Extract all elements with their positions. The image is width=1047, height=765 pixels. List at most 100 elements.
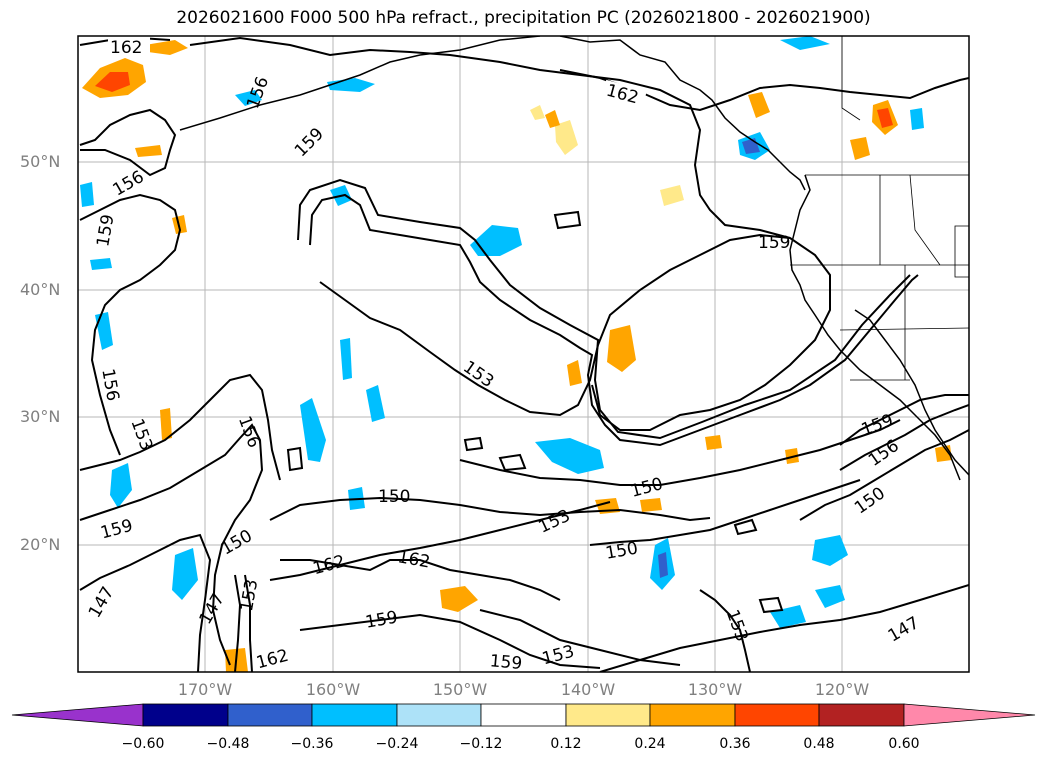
contour-159d	[299, 613, 601, 669]
lat-label: 40°N	[20, 280, 61, 299]
colorbar-tick-label: −0.60	[121, 736, 165, 752]
colorbar-extend-left	[11, 703, 144, 727]
contour-label: 162	[396, 547, 431, 572]
precip-patch	[300, 398, 326, 462]
contour-label: 150	[629, 474, 666, 502]
map-frame	[77, 35, 970, 673]
contour-147	[79, 533, 212, 672]
contour-small	[286, 446, 304, 472]
lon-label: 140°W	[560, 680, 616, 699]
precip-patch	[640, 498, 662, 512]
colorbar-segment	[311, 703, 398, 727]
precip-patch	[705, 435, 722, 450]
colorbar-extend-right	[903, 703, 1036, 727]
contour-small	[498, 453, 527, 472]
contour-153b	[234, 574, 242, 672]
contour-small	[463, 436, 484, 452]
contour-156d	[79, 373, 281, 481]
contour-153c	[244, 574, 253, 672]
lon-label: 170°W	[177, 680, 233, 699]
lon-label: 120°W	[814, 680, 870, 699]
contour-label: 159	[98, 516, 135, 544]
contour-162b	[559, 69, 969, 112]
contour-label: 156	[243, 74, 273, 111]
colorbar-tick-label: −0.12	[459, 736, 503, 752]
lat-label: 50°N	[20, 152, 61, 171]
precip-patch	[110, 463, 132, 508]
contour-label: 162	[604, 81, 641, 109]
precip-patch	[90, 258, 112, 270]
colorbar-segment	[649, 703, 736, 727]
contour-label: 150	[851, 483, 889, 518]
colorbar-tick-label: 0.24	[634, 736, 666, 752]
contour-label: 162	[254, 646, 291, 674]
precip-patch	[877, 108, 893, 128]
contour-label: 147	[85, 583, 119, 621]
precip-patch-red	[95, 72, 130, 92]
contour-150b	[459, 419, 901, 486]
colorbar-segment	[734, 703, 820, 727]
contour-label: 159	[489, 651, 523, 674]
contour-label: 153	[536, 506, 574, 538]
contour-label: 147	[196, 590, 230, 628]
precip-patch	[327, 78, 375, 92]
contour-150d	[799, 429, 969, 521]
borders	[790, 36, 969, 381]
precip-patch	[95, 312, 113, 350]
precip-patch	[530, 105, 545, 120]
contour-156	[309, 193, 919, 447]
precip-patch	[160, 408, 172, 440]
precip-patch	[235, 90, 262, 106]
contour-156f	[839, 404, 969, 471]
colorbar-segment	[818, 703, 905, 727]
precip-patch	[812, 535, 848, 566]
contour-153d	[479, 609, 681, 666]
contour-label: 150	[378, 487, 410, 507]
precip-patch	[748, 92, 770, 118]
precip-patch	[535, 438, 604, 474]
colorbar-segment	[396, 703, 482, 727]
contour-label: 159	[291, 124, 328, 161]
colorbar-tick-label: 0.48	[803, 736, 835, 752]
colorbar-tick-label: −0.36	[290, 736, 334, 752]
colorbar-tick-label: 0.12	[550, 736, 582, 752]
precip-patch	[135, 145, 162, 157]
contour-150	[79, 423, 264, 666]
contour-label: 150	[218, 526, 256, 560]
lon-label: 130°W	[687, 680, 743, 699]
contour-153	[319, 233, 831, 431]
contour-159c	[269, 496, 711, 522]
contour-150c	[589, 479, 861, 546]
precip-patch	[780, 36, 830, 50]
colorbar-tick-label: 0.36	[719, 736, 751, 752]
lon-label: 160°W	[305, 680, 361, 699]
contour-label: 153	[126, 416, 156, 453]
precip-patch	[607, 325, 636, 372]
colorbar-segment	[227, 703, 313, 727]
contour-label: 147	[885, 613, 923, 647]
colorbar-tick-label: 0.60	[888, 736, 920, 752]
contour-159e	[839, 394, 969, 446]
colorbar-tick-label: −0.24	[375, 736, 419, 752]
precip-patch	[658, 552, 668, 578]
contour-small	[758, 596, 784, 614]
gridlines	[78, 36, 969, 672]
precip-patch	[850, 137, 870, 160]
precip-patch	[470, 225, 522, 256]
precip-patch	[366, 385, 385, 422]
precip-patch	[545, 110, 560, 128]
precip-patch	[815, 585, 845, 608]
contour-162c	[280, 559, 561, 601]
contour-label: 162	[311, 551, 348, 579]
colorbar-segment	[565, 703, 651, 727]
contour-156b	[297, 178, 911, 440]
coastlines	[179, 36, 969, 481]
lat-label: 20°N	[20, 535, 61, 554]
contour-small	[733, 518, 758, 536]
precip-patch	[340, 338, 352, 380]
colorbar-tick-label: −0.48	[206, 736, 250, 752]
contour-label: 153	[459, 357, 497, 392]
refractivity-contours	[79, 36, 969, 672]
precip-patch	[555, 120, 578, 155]
